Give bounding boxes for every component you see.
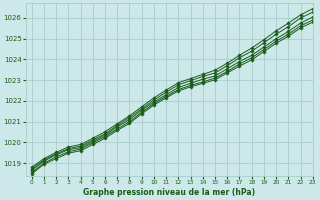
X-axis label: Graphe pression niveau de la mer (hPa): Graphe pression niveau de la mer (hPa) (83, 188, 255, 197)
